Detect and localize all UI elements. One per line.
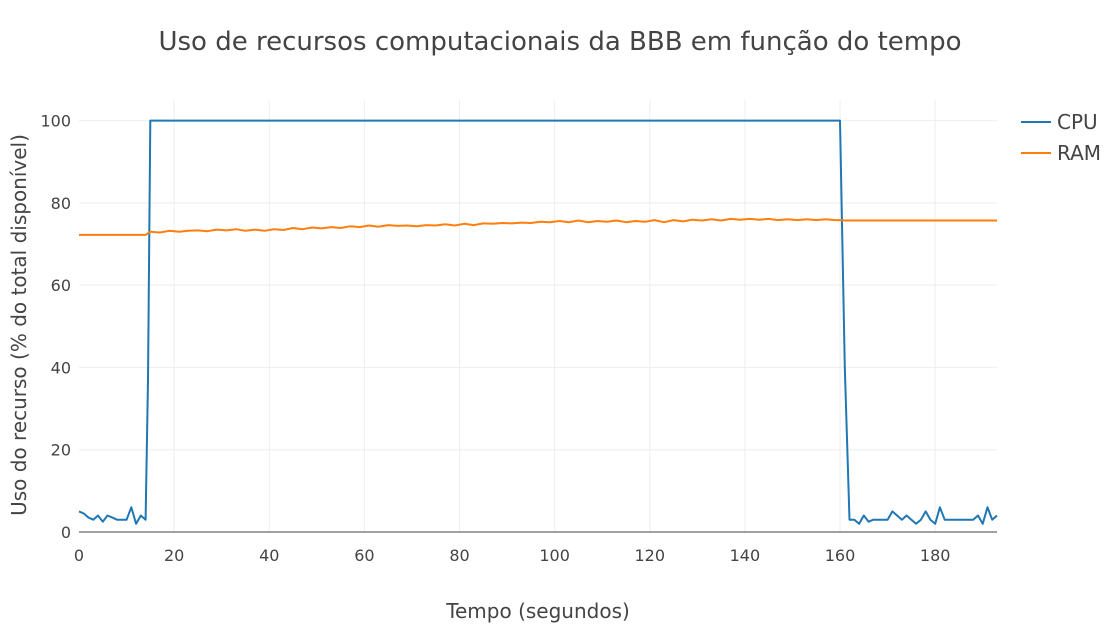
x-tick-label: 20 <box>164 546 184 565</box>
x-tick-label: 120 <box>635 546 666 565</box>
x-tick-label: 180 <box>920 546 951 565</box>
series-line-cpu <box>78 119 998 525</box>
y-tick-label: 80 <box>51 194 71 213</box>
x-tick-label: 100 <box>539 546 570 565</box>
x-tick-label: 0 <box>74 546 84 565</box>
y-tick-label: 20 <box>51 441 71 460</box>
series-layer <box>78 119 998 525</box>
x-tick-label: 160 <box>825 546 856 565</box>
legend: CPU RAM <box>1021 110 1101 165</box>
y-axis-title: Uso do recurso (% do total disponível) <box>7 134 31 516</box>
axes: 0 20 40 60 80 100 0 20 40 60 80 100 120 140 160 180 <box>40 112 997 565</box>
x-axis-title: Tempo (segundos) <box>445 599 630 623</box>
legend-label-cpu: CPU <box>1057 110 1098 134</box>
x-tick-label: 60 <box>354 546 374 565</box>
series-line-ram <box>79 217 997 236</box>
x-tick-label: 80 <box>449 546 469 565</box>
y-tick-label: 40 <box>51 358 71 377</box>
y-tick-label: 60 <box>51 276 71 295</box>
grid <box>79 100 997 532</box>
y-tick-label: 100 <box>40 112 71 131</box>
x-tick-label: 40 <box>259 546 279 565</box>
y-tick-label: 0 <box>61 523 71 542</box>
x-tick-label: 140 <box>730 546 761 565</box>
chart-title: Uso de recursos computacionais da BBB em… <box>158 27 961 57</box>
legend-label-ram: RAM <box>1057 141 1101 165</box>
